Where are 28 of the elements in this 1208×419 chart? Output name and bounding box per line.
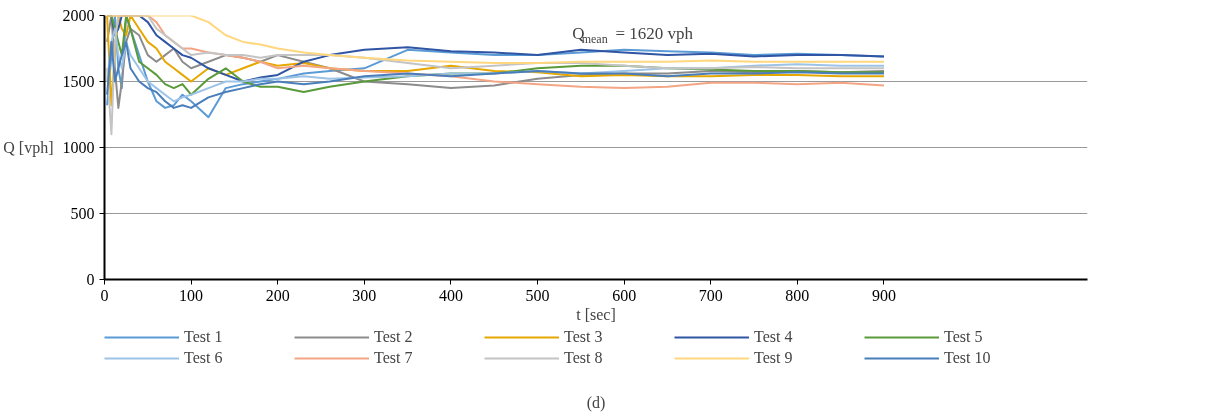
legend-label: Test 1 xyxy=(184,328,224,346)
x-axis-title: t [sec] xyxy=(576,305,616,323)
x-tick-label: 800 xyxy=(785,286,810,304)
y-tick-label: 500 xyxy=(70,205,95,222)
y-tick-label: 0 xyxy=(86,271,95,288)
x-tick-label: 500 xyxy=(525,286,550,304)
legend-label: Test 5 xyxy=(944,328,984,346)
y-axis-title: Q [vph] xyxy=(3,139,54,157)
x-tick-label: 0 xyxy=(100,286,109,304)
legend-label: Test 2 xyxy=(374,328,414,346)
legend-label: Test 3 xyxy=(564,328,604,346)
text: (d) xyxy=(586,393,606,412)
x-tick-label: 900 xyxy=(871,286,896,304)
y-tick-label: 2000 xyxy=(62,7,95,24)
x-tick-label: 700 xyxy=(698,286,723,304)
legend-label: Test 9 xyxy=(754,349,794,367)
x-tick-label: 400 xyxy=(438,286,463,304)
y-tick-label: 1000 xyxy=(62,139,95,156)
y-tick-label: 1500 xyxy=(62,73,95,90)
x-tick-label: 200 xyxy=(265,286,290,304)
x-tick-label: 100 xyxy=(179,286,204,304)
x-tick-label: 300 xyxy=(352,286,377,304)
legend-label: Test 8 xyxy=(564,349,604,367)
legend-label: Test 10 xyxy=(944,349,992,367)
legend-label: Test 6 xyxy=(184,349,224,367)
x-tick-label: 600 xyxy=(612,286,637,304)
legend-label: Test 7 xyxy=(374,349,414,367)
legend-label: Test 4 xyxy=(754,328,794,346)
